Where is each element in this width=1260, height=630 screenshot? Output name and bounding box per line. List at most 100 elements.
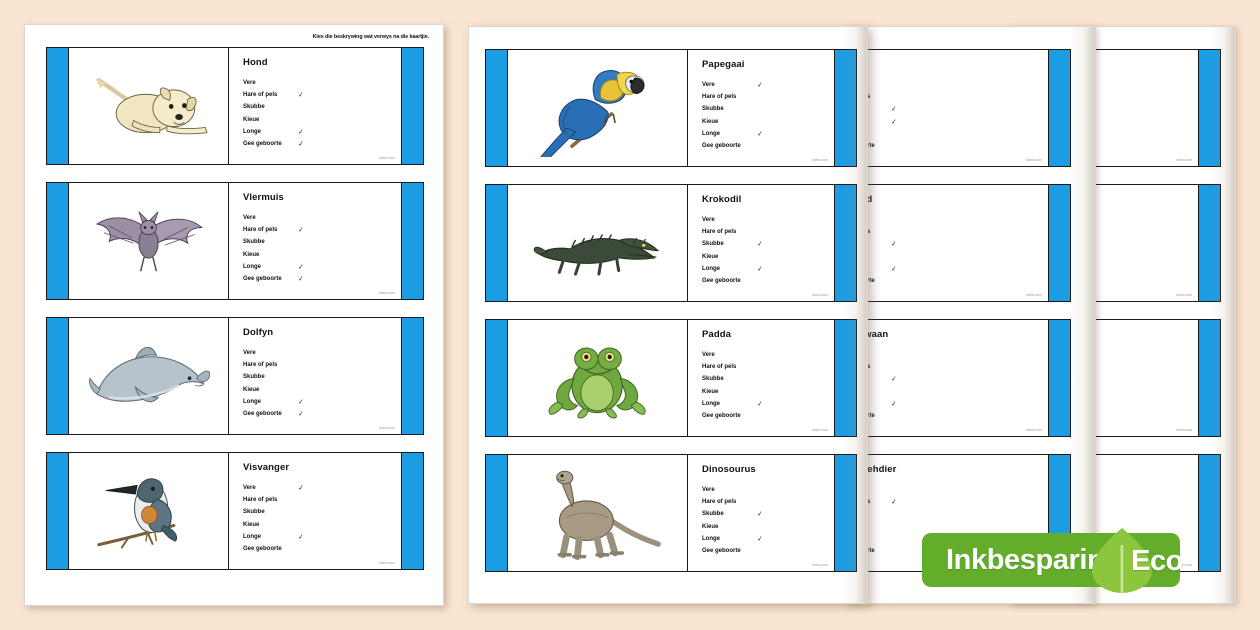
trait-row[interactable]: Hare of pels✓: [243, 359, 401, 371]
trait-row[interactable]: Skubbe✓: [702, 373, 834, 385]
trait-row[interactable]: Longe ✓: [702, 128, 834, 140]
trait-row[interactable]: Hare of pels✓: [702, 361, 834, 373]
trait-row[interactable]: Vere✓: [702, 484, 834, 496]
trait-row[interactable]: Vere✓: [243, 77, 401, 89]
animal-illustration: [508, 320, 688, 436]
trait-row[interactable]: Hare of pels✓: [243, 89, 401, 101]
trait-row[interactable]: Kieue✓: [702, 521, 834, 533]
trait-row[interactable]: Kieue✓: [702, 251, 834, 263]
trait-row[interactable]: Vere✓: [702, 349, 834, 361]
trait-row[interactable]: Longe ✓: [702, 398, 834, 410]
checkmark-icon[interactable]: ✓: [297, 91, 305, 100]
trait-row[interactable]: Vere✓: [243, 482, 401, 494]
animal-illustration: [69, 183, 229, 299]
animal-illustration: [69, 453, 229, 569]
trait-row[interactable]: Kieue✓: [243, 519, 401, 531]
checkmark-icon[interactable]: ✓: [297, 398, 305, 407]
trait-row[interactable]: Gee geboorte✓: [702, 275, 834, 287]
trait-row[interactable]: Vere✓: [243, 347, 401, 359]
checkmark-icon[interactable]: ✓: [890, 400, 898, 409]
checkmark-icon[interactable]: ✓: [297, 410, 305, 419]
trait-row[interactable]: Skubbe✓: [702, 238, 834, 250]
trait-row[interactable]: Kieue✓: [243, 114, 401, 126]
trait-row[interactable]: Longe ✓: [243, 531, 401, 543]
trait-row[interactable]: Gee geboorte ✓: [243, 138, 401, 150]
trait-row[interactable]: Skubbe✓: [243, 371, 401, 383]
checkmark-icon[interactable]: ✓: [890, 118, 898, 127]
trait-row[interactable]: Gee geboorte ✓: [243, 273, 401, 285]
left-page-sheet[interactable]: Kies die beskrywing wat verwys na die ka…: [24, 24, 444, 606]
checkmark-icon[interactable]: ✓: [297, 226, 305, 235]
checkmark-icon[interactable]: ✓: [890, 376, 898, 384]
checkmark-icon[interactable]: ✓: [890, 265, 898, 274]
card-title: Visvanger: [243, 462, 290, 473]
checkmark-icon[interactable]: ✓: [756, 241, 764, 249]
checkmark-icon[interactable]: ✓: [756, 535, 764, 544]
trait-row[interactable]: Longe ✓: [243, 126, 401, 138]
checkmark-icon[interactable]: ✓: [297, 484, 305, 493]
checkmark-icon[interactable]: ✓: [297, 275, 305, 284]
trait-row[interactable]: Vere✓: [243, 212, 401, 224]
checkmark-icon[interactable]: ✓: [890, 241, 898, 249]
trait-label: Gee geboorte: [243, 141, 282, 148]
trait-row[interactable]: Gee geboorte✓: [243, 543, 401, 555]
trait-row[interactable]: Gee geboorte✓: [702, 410, 834, 422]
checkmark-icon[interactable]: ✓: [756, 265, 764, 274]
trait-row[interactable]: Gee geboorte✓: [243, 408, 401, 420]
trait-row[interactable]: Longe ✓: [243, 396, 401, 408]
trait-row[interactable]: Vere✓: [702, 79, 834, 91]
trait-row[interactable]: Gee geboorte✓: [702, 545, 834, 557]
trait-row[interactable]: Skubbe✓: [702, 103, 834, 115]
checkmark-icon[interactable]: ✓: [756, 81, 764, 90]
trait-row[interactable]: Hare of pels✓: [702, 91, 834, 103]
checkmark-icon[interactable]: ✓: [756, 511, 764, 519]
trait-row[interactable]: Skubbe✓: [243, 236, 401, 248]
trait-row[interactable]: Longe ✓: [702, 263, 834, 275]
trait-row[interactable]: Hare of pels✓: [243, 494, 401, 506]
trait-label: Kieue: [243, 521, 260, 528]
trait-row[interactable]: Hare of pels✓: [243, 224, 401, 236]
trait-row[interactable]: Hare of pels✓: [702, 226, 834, 238]
checkmark-icon[interactable]: ✓: [756, 130, 764, 139]
checkmark-icon[interactable]: ✓: [297, 140, 305, 149]
trait-row[interactable]: Longe ✓: [702, 533, 834, 545]
trait-row[interactable]: Skubbe✓: [702, 508, 834, 520]
checkmark-icon[interactable]: ✓: [297, 128, 305, 137]
trait-row[interactable]: Skubbe✓: [243, 506, 401, 518]
card-accent-stripe-left: [486, 50, 508, 166]
leaf-icon: [1092, 528, 1152, 593]
trait-row[interactable]: Kieue✓: [702, 386, 834, 398]
trait-row[interactable]: Skubbe✓: [243, 101, 401, 113]
trait-label: Vere: [243, 215, 256, 222]
trait-row[interactable]: Kieue✓: [243, 384, 401, 396]
trait-row[interactable]: Kieue✓: [702, 116, 834, 128]
checkmark-icon[interactable]: ✓: [890, 498, 898, 507]
trait-row[interactable]: Hare of pels✓: [702, 496, 834, 508]
checkmark-icon[interactable]: ✓: [890, 106, 898, 114]
trait-row[interactable]: Vere✓: [702, 214, 834, 226]
trait-label: Gee geboorte: [702, 278, 741, 285]
checkmark-icon[interactable]: ✓: [297, 263, 305, 272]
trait-label: Gee geboorte: [243, 276, 282, 283]
checkmark-icon[interactable]: ✓: [756, 400, 764, 409]
animal-illustration: [69, 48, 229, 164]
checkmark-icon[interactable]: ✓: [297, 533, 305, 542]
card-accent-stripe-right: [401, 183, 423, 299]
trait-row[interactable]: Kieue✓: [243, 249, 401, 261]
trait-label: Hare of pels: [702, 94, 737, 101]
trait-row[interactable]: Gee geboorte✓: [702, 140, 834, 152]
trait-row[interactable]: Longe ✓: [243, 261, 401, 273]
card-accent-stripe-right: [834, 50, 856, 166]
